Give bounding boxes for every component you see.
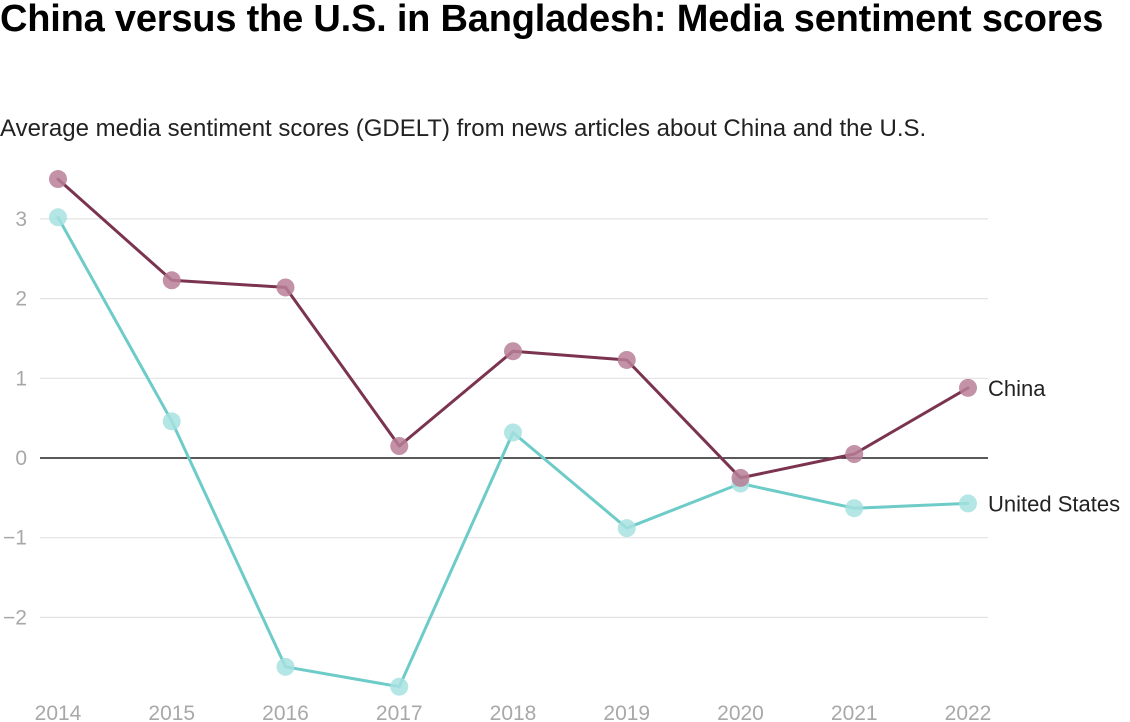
china-point [845, 445, 864, 464]
series-labels: United States China [988, 376, 1120, 517]
china-point [617, 350, 636, 369]
x-tick-label: 2019 [603, 702, 650, 722]
gridlines [40, 218, 988, 619]
china-point [959, 378, 977, 397]
y-tick-label: 3 [15, 208, 27, 231]
chart-title: China versus the U.S. in Bangladesh: Med… [0, 0, 1104, 40]
y-tick-label: −2 [3, 606, 27, 629]
x-tick-label: 2016 [262, 702, 309, 722]
x-tick-label: 2018 [490, 702, 537, 722]
united-states-point [959, 494, 977, 513]
chart-subtitle: Average media sentiment scores (GDELT) f… [0, 115, 927, 142]
y-axis-tick-labels: −2 −1 0 1 2 3 [3, 208, 27, 630]
china-point [162, 271, 181, 290]
x-axis-tick-labels: 2014 2015 2016 2017 2018 2019 2020 2021 2022 [35, 702, 992, 722]
united-states-point [845, 499, 864, 518]
united-states-point [504, 423, 522, 442]
china-point [504, 342, 522, 361]
china-series [49, 170, 977, 487]
united-states-point [276, 657, 295, 676]
y-tick-label: −1 [3, 527, 27, 550]
series-lines [49, 170, 977, 696]
china-point [276, 278, 295, 297]
x-tick-label: 2022 [945, 702, 992, 722]
x-tick-label: 2017 [376, 702, 423, 722]
united-states-point [390, 677, 409, 696]
china-point [390, 437, 409, 456]
x-tick-label: 2020 [717, 702, 764, 722]
united-states-point [49, 208, 67, 227]
united-states-point [162, 412, 181, 431]
united-states-point [617, 519, 636, 538]
china-point [731, 468, 750, 487]
x-tick-label: 2021 [831, 702, 878, 722]
y-tick-label: 2 [15, 288, 27, 311]
united-states-line [56, 215, 970, 689]
y-tick-label: 1 [15, 367, 27, 390]
united-states-series-label: United States [988, 491, 1120, 516]
x-tick-label: 2014 [35, 702, 82, 722]
y-tick-label: 0 [15, 447, 27, 470]
x-tick-label: 2015 [148, 702, 195, 722]
china-point [49, 170, 67, 189]
united-states-series [49, 208, 977, 696]
china-series-label: China [988, 376, 1046, 401]
